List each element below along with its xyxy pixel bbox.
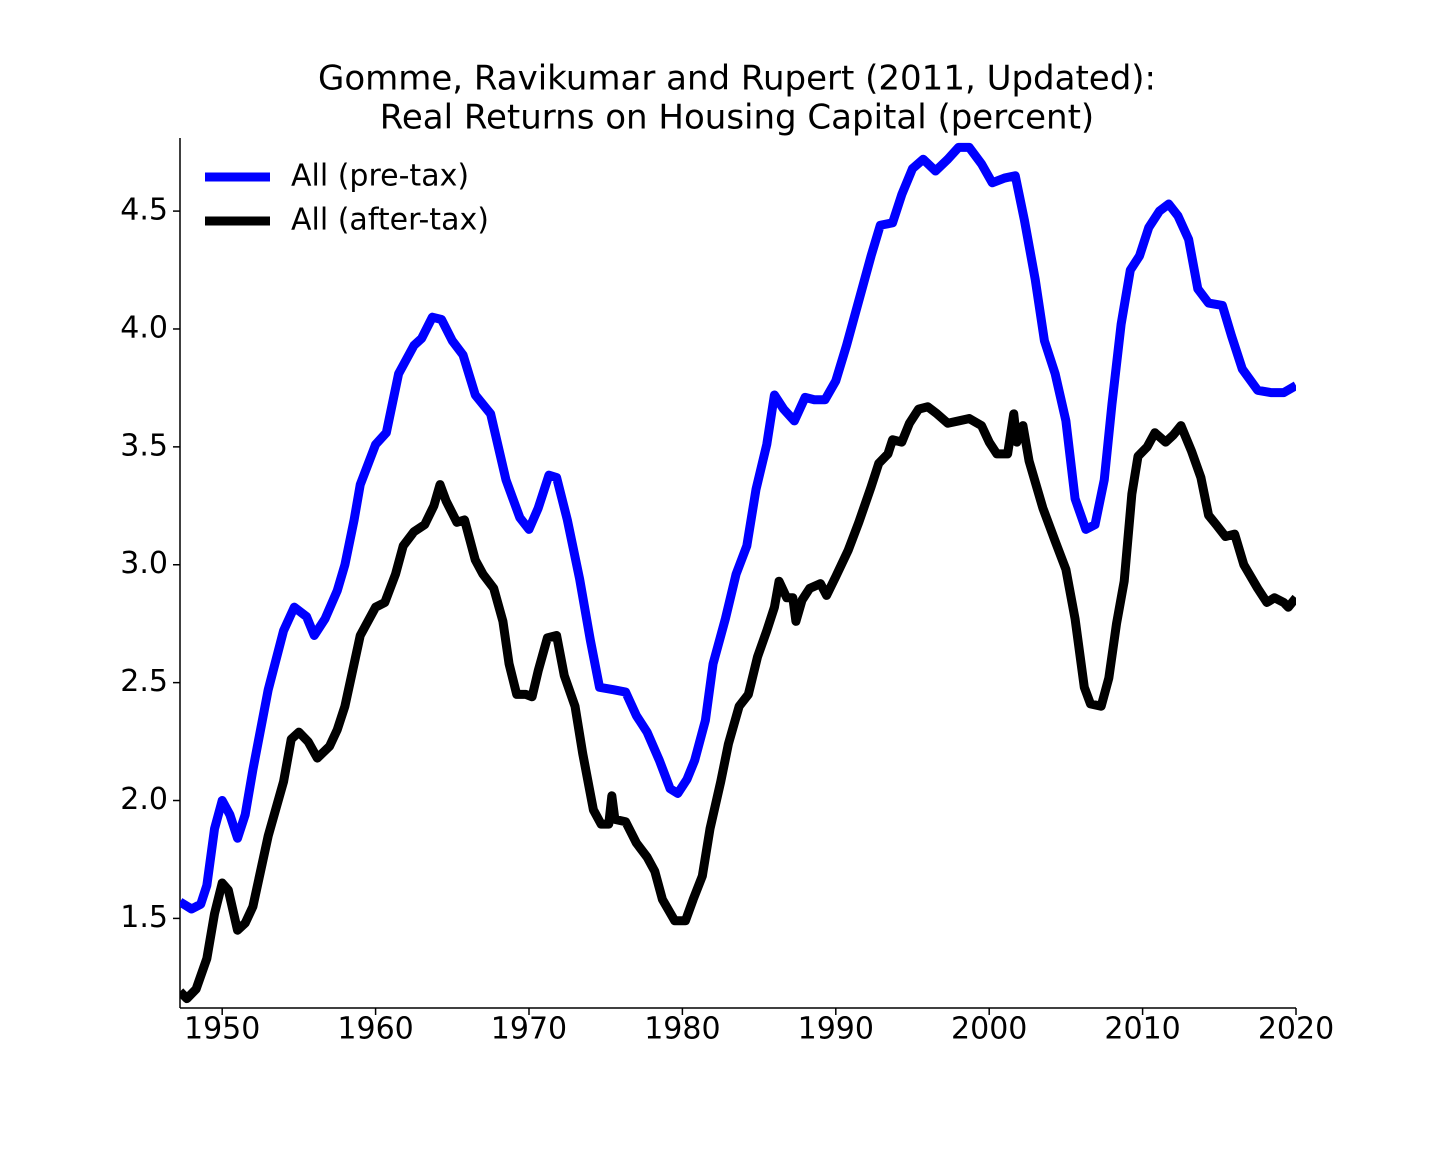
x-tick-label: 1980 <box>644 1012 720 1047</box>
x-tick-label: 2000 <box>951 1012 1027 1047</box>
legend-label: All (after-tax) <box>291 203 489 238</box>
chart-title: Real Returns on Housing Capital (percent… <box>380 98 1094 138</box>
y-tick-label: 3.5 <box>120 428 168 463</box>
y-tick-label: 4.5 <box>120 193 168 228</box>
legend-label: All (pre-tax) <box>291 159 469 194</box>
series-line <box>180 402 1296 1004</box>
series-line <box>180 142 1296 914</box>
y-tick-label: 2.5 <box>120 664 168 699</box>
y-tick-label: 4.0 <box>120 310 168 345</box>
x-tick-label: 2010 <box>1104 1012 1180 1047</box>
x-tick-label: 2020 <box>1258 1012 1334 1047</box>
x-tick-label: 1950 <box>184 1012 260 1047</box>
y-tick-label: 2.0 <box>120 782 168 817</box>
y-tick-label: 3.0 <box>120 546 168 581</box>
x-tick-label: 1970 <box>491 1012 567 1047</box>
x-tick-label: 1960 <box>337 1012 413 1047</box>
y-tick-label: 1.5 <box>120 900 168 935</box>
x-tick-label: 1990 <box>798 1012 874 1047</box>
chart-title: Gomme, Ravikumar and Rupert (2011, Updat… <box>318 59 1156 99</box>
